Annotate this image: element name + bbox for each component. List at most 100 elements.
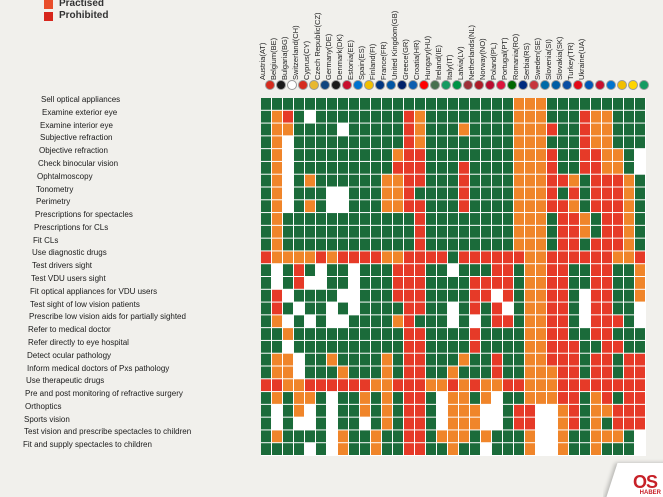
matrix-cell <box>261 443 271 455</box>
matrix-cell <box>382 315 392 328</box>
matrix-cell <box>624 392 634 404</box>
matrix-cell <box>327 149 337 161</box>
matrix-cell <box>481 174 491 187</box>
matrix-cell <box>327 277 337 289</box>
matrix-cell <box>437 430 447 443</box>
matrix-cell <box>591 136 601 149</box>
matrix-cell <box>503 251 513 264</box>
matrix-cell <box>283 289 293 302</box>
matrix-cell <box>426 328 436 340</box>
matrix-cell <box>547 264 557 276</box>
matrix-cell <box>569 302 579 315</box>
matrix-cell <box>503 340 513 353</box>
matrix-cell <box>437 161 447 174</box>
matrix-cell <box>261 277 271 289</box>
matrix-cell <box>481 98 491 110</box>
matrix-cell <box>316 123 326 136</box>
matrix-cell <box>305 225 315 238</box>
matrix-cell <box>514 289 524 302</box>
matrix-cell <box>525 379 535 392</box>
matrix-cell <box>613 315 623 328</box>
matrix-cell <box>558 430 568 443</box>
matrix-cell <box>547 328 557 340</box>
matrix-cell <box>305 340 315 353</box>
country-label: Ireland(IE) <box>434 44 443 80</box>
matrix-cell <box>283 392 293 404</box>
service-label: Subjective refraction <box>40 133 113 143</box>
matrix-cell <box>591 328 601 340</box>
matrix-cell <box>393 174 403 187</box>
matrix-cell <box>503 392 513 404</box>
matrix-cell <box>349 213 359 225</box>
service-label: Fit optical appliances for VDU users <box>30 286 158 296</box>
matrix-cell <box>360 174 370 187</box>
matrix-cell <box>360 277 370 289</box>
matrix-cell <box>547 417 557 430</box>
matrix-cell <box>470 98 480 110</box>
matrix-cell <box>459 302 469 315</box>
country-flag-icon <box>364 80 374 90</box>
matrix-cell <box>536 161 546 174</box>
matrix-cell <box>481 302 491 315</box>
matrix-cell <box>437 417 447 430</box>
matrix-cell <box>283 404 293 417</box>
matrix-cell <box>459 404 469 417</box>
matrix-cell <box>404 404 414 417</box>
matrix-cell <box>437 149 447 161</box>
matrix-cell <box>580 136 590 149</box>
matrix-cell <box>514 430 524 443</box>
matrix-cell <box>437 225 447 238</box>
matrix-cell <box>635 238 645 251</box>
matrix-cell <box>261 392 271 404</box>
matrix-cell <box>305 328 315 340</box>
watermark-sub: HABER <box>639 490 661 496</box>
matrix-cell <box>580 302 590 315</box>
matrix-cell <box>349 289 359 302</box>
matrix-cell <box>481 404 491 417</box>
matrix-cell <box>602 187 612 200</box>
matrix-cell <box>514 123 524 136</box>
country-flag-icon <box>573 80 583 90</box>
matrix-cell <box>624 443 634 455</box>
matrix-cell <box>525 430 535 443</box>
country-label: Bulgaria(BG) <box>280 36 289 80</box>
matrix-cell <box>327 315 337 328</box>
matrix-cell <box>503 353 513 366</box>
country-flag-icon <box>529 80 539 90</box>
country-flag-icon <box>276 80 286 90</box>
matrix-cell <box>569 136 579 149</box>
matrix-cell <box>327 392 337 404</box>
matrix-cell <box>503 379 513 392</box>
matrix-cell <box>437 264 447 276</box>
matrix-cell <box>415 277 425 289</box>
matrix-cell <box>602 136 612 149</box>
matrix-cell <box>426 161 436 174</box>
matrix-cell <box>580 340 590 353</box>
matrix-cell <box>415 110 425 123</box>
matrix-cell <box>470 251 480 264</box>
matrix-cell <box>272 123 282 136</box>
matrix-cell <box>448 110 458 123</box>
matrix-cell <box>525 110 535 123</box>
matrix-cell <box>635 328 645 340</box>
matrix-cell <box>283 238 293 251</box>
matrix-cell <box>547 238 557 251</box>
matrix-cell <box>327 417 337 430</box>
country-header: Austria(AT) Belgium(BE) Bulgaria(BG) Switze… <box>258 11 646 80</box>
legend-label-prohibited: Prohibited <box>59 10 109 21</box>
matrix-cell <box>393 289 403 302</box>
matrix-cell <box>558 161 568 174</box>
matrix-cell <box>338 379 348 392</box>
matrix-cell <box>261 200 271 213</box>
matrix-cell <box>371 264 381 276</box>
matrix-cell <box>448 136 458 149</box>
matrix-cell <box>349 264 359 276</box>
country-label: Cyprus(CY) <box>302 40 311 80</box>
matrix-cell <box>338 200 348 213</box>
matrix-cell <box>360 289 370 302</box>
matrix-cell <box>503 98 513 110</box>
matrix-cell <box>426 251 436 264</box>
matrix-cell <box>569 187 579 200</box>
matrix-cell <box>305 110 315 123</box>
legend-swatch-practised <box>44 0 53 9</box>
